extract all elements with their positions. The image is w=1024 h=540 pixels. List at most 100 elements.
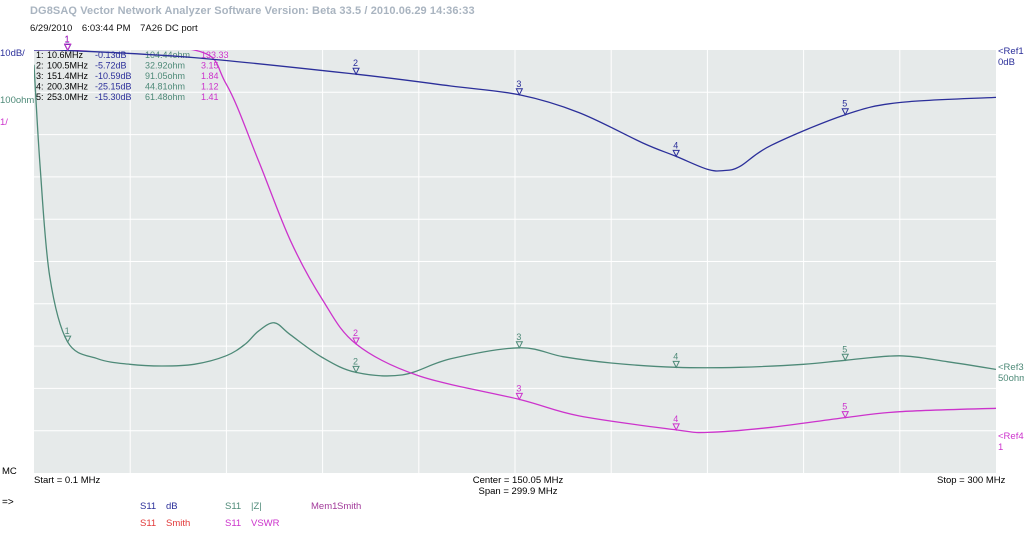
db-scale-label: 10dB/	[0, 48, 25, 59]
ref4-label: <Ref4	[998, 431, 1024, 442]
session-time: 6:03:44 PM	[81, 23, 131, 34]
marker-label: 4	[673, 140, 678, 150]
center-frequency: Center = 150.05 MHz	[472, 475, 564, 486]
marker-table-freq: 151.4MHz	[47, 71, 89, 81]
marker-table-id: 5:	[36, 92, 44, 102]
marker-label: 1	[65, 326, 70, 336]
marker-table-freq: 100.5MHz	[47, 61, 89, 71]
legend-name: Smith	[166, 518, 191, 529]
marker-label: 2	[353, 356, 358, 366]
center-span-block: Center = 150.05 MHz Span = 299.9 MHz	[418, 475, 618, 497]
legend-s11-db[interactable]: S11 dB	[140, 501, 178, 512]
marker-label: 4	[673, 414, 678, 424]
marker-table-z: 104.44ohm	[145, 50, 190, 60]
vswr-trace	[34, 50, 996, 434]
marker-table-db: -15.30dB	[95, 92, 132, 102]
marker-table-id: 4:	[36, 82, 44, 92]
marker-label: 4	[673, 351, 678, 361]
marker-triangle	[352, 337, 360, 346]
marker-table-z: 61.48ohm	[145, 92, 185, 102]
legend-param: Mem1	[311, 501, 338, 512]
session-date: 6/29/2010	[30, 23, 73, 34]
marker-table-z: 44.81ohm	[145, 82, 185, 92]
marker-table-id: 1:	[36, 50, 44, 60]
marker-table-freq: 200.3MHz	[47, 82, 89, 92]
legend-s11-smith[interactable]: S11 Smith	[140, 518, 190, 529]
marker-triangle	[515, 392, 524, 401]
marker-table-id: 3:	[36, 71, 44, 81]
vswr-scale-label: 1/	[0, 117, 8, 128]
marker-table-z: 32.92ohm	[145, 61, 185, 71]
ref1-label: <Ref1	[998, 46, 1024, 57]
marker-table-db: -25.15dB	[95, 82, 132, 92]
marker-label: 3	[516, 79, 521, 89]
ref1-indicator[interactable]: <Ref1 0dB	[998, 46, 1024, 68]
marker-table-freq: 10.6MHz	[47, 50, 84, 60]
marker-label: 2	[353, 58, 358, 68]
legend-s11-vswr[interactable]: S11 VSWR	[225, 518, 280, 529]
marker-triangle	[672, 149, 680, 158]
legend-param: S11	[225, 518, 242, 529]
legend-name: dB	[166, 501, 178, 512]
marker-table-vswr: 3.15	[201, 61, 219, 71]
marker-label: 3	[516, 332, 521, 342]
marker-table: 1: 10.6MHz -0.13dB 104.44ohm 133.33 2: 100.5MH…	[36, 50, 229, 102]
marker-triangle	[515, 341, 524, 349]
marker-triangle	[672, 423, 680, 431]
marker-triangle	[672, 360, 680, 369]
marker-triangle	[841, 411, 850, 419]
legend-param: S11	[225, 501, 242, 512]
marker-table-db: -5.72dB	[95, 61, 127, 71]
marker-label: 5	[842, 99, 847, 109]
marker-table-db: -0.13dB	[95, 50, 127, 60]
ref3-indicator[interactable]: <Ref3 50ohm	[998, 362, 1024, 384]
start-frequency: Start = 0.1 MHz	[34, 475, 101, 486]
marker-label: 5	[842, 344, 847, 354]
arrow-indicator: =>	[2, 497, 14, 508]
marker-label: 1	[65, 34, 70, 44]
session-info: 6/29/2010 6:03:44 PM 7A26 DC port	[30, 23, 205, 34]
grid-lines	[34, 50, 996, 473]
ref4-value: 1	[998, 442, 1004, 453]
marker-triangle	[63, 43, 72, 52]
z-trace	[34, 64, 996, 377]
legend-mem1-smith[interactable]: Mem1Smith	[311, 501, 361, 512]
marker-table-id: 2:	[36, 61, 44, 71]
stop-frequency: Stop = 300 MHz	[937, 475, 1006, 486]
marker-triangle	[63, 335, 72, 344]
legend-name: VSWR	[251, 518, 280, 529]
marker-table-z: 91.05ohm	[145, 71, 185, 81]
legend-param: S11	[140, 518, 157, 529]
session-note: 7A26 DC port	[140, 23, 198, 34]
ref3-label: <Ref3	[998, 362, 1024, 373]
marker-table-freq: 253.0MHz	[47, 92, 89, 102]
legend-name: Smith	[337, 501, 362, 512]
marker-triangle	[352, 365, 360, 374]
marker-label: 2	[353, 328, 358, 338]
ref3-value: 50ohm	[998, 373, 1024, 384]
marker-triangle	[841, 108, 850, 116]
ref1-value: 0dB	[998, 57, 1015, 68]
mc-label: MC	[2, 466, 17, 477]
app-title: DG8SAQ Vector Network Analyzer Software …	[30, 5, 475, 17]
legend-s11-z[interactable]: S11 |Z|	[225, 501, 262, 512]
db-trace	[34, 50, 996, 172]
z-scale-label: 100ohm/	[0, 95, 37, 106]
marker-table-vswr: 1.84	[201, 71, 219, 81]
marker-label: 1	[65, 35, 70, 45]
ref4-indicator[interactable]: <Ref4 1	[998, 431, 1024, 453]
marker-label: 3	[516, 383, 521, 393]
marker-table-vswr: 1.41	[201, 92, 219, 102]
legend-param: S11	[140, 501, 157, 512]
marker-triangle	[352, 67, 360, 76]
legend-name: |Z|	[251, 501, 262, 512]
span-frequency: Span = 299.9 MHz	[478, 486, 558, 497]
marker-triangle	[515, 88, 524, 96]
marker-table-vswr: 133.33	[201, 50, 229, 60]
marker-table-vswr: 1.12	[201, 82, 219, 92]
marker-table-db: -10.59dB	[95, 71, 132, 81]
marker-triangle	[841, 353, 850, 362]
marker-label: 5	[842, 402, 847, 412]
